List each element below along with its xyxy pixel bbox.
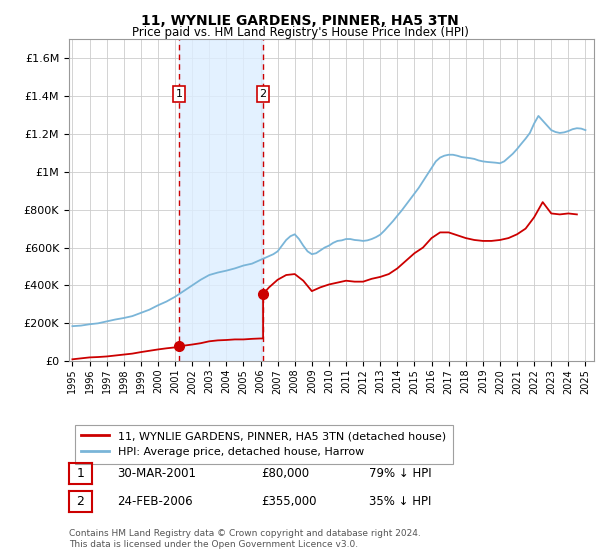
Text: 24-FEB-2006: 24-FEB-2006 (117, 494, 193, 508)
Text: 1: 1 (175, 89, 182, 99)
Text: 2: 2 (260, 89, 266, 99)
Text: 1: 1 (76, 466, 85, 480)
Text: 11, WYNLIE GARDENS, PINNER, HA5 3TN: 11, WYNLIE GARDENS, PINNER, HA5 3TN (141, 14, 459, 28)
Text: This data is licensed under the Open Government Licence v3.0.: This data is licensed under the Open Gov… (69, 540, 358, 549)
Text: Price paid vs. HM Land Registry's House Price Index (HPI): Price paid vs. HM Land Registry's House … (131, 26, 469, 39)
Text: 35% ↓ HPI: 35% ↓ HPI (369, 494, 431, 508)
Legend: 11, WYNLIE GARDENS, PINNER, HA5 3TN (detached house), HPI: Average price, detach: 11, WYNLIE GARDENS, PINNER, HA5 3TN (det… (74, 424, 452, 464)
Text: £355,000: £355,000 (261, 494, 317, 508)
Text: Contains HM Land Registry data © Crown copyright and database right 2024.: Contains HM Land Registry data © Crown c… (69, 529, 421, 538)
Bar (179, 39, 263, 361)
Text: 30-MAR-2001: 30-MAR-2001 (117, 466, 196, 480)
Text: 79% ↓ HPI: 79% ↓ HPI (369, 466, 431, 480)
Text: 2: 2 (76, 494, 85, 508)
Text: £80,000: £80,000 (261, 466, 309, 480)
